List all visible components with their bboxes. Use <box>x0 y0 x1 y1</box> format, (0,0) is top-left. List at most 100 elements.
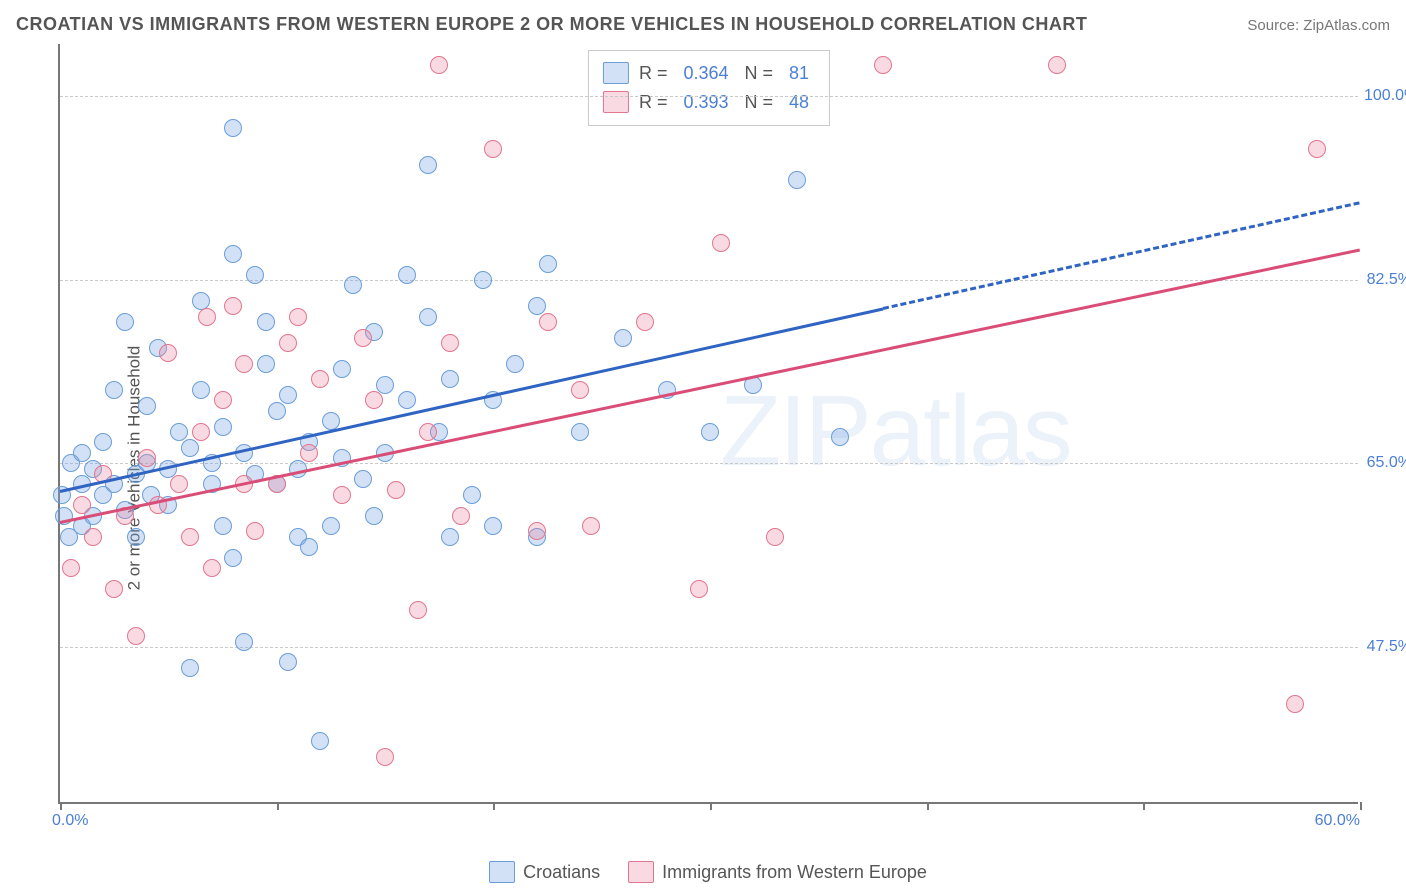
scatter-point <box>105 580 123 598</box>
y-tick-label: 65.0% <box>1364 454 1406 472</box>
scatter-point <box>333 360 351 378</box>
scatter-point <box>452 507 470 525</box>
scatter-point <box>192 423 210 441</box>
trend-line <box>883 201 1360 310</box>
legend-r-label: R = <box>639 88 668 117</box>
x-tick-mark <box>277 802 279 810</box>
scatter-point <box>376 748 394 766</box>
x-tick-label: 0.0% <box>52 812 88 830</box>
scatter-point <box>268 402 286 420</box>
scatter-point <box>614 329 632 347</box>
scatter-point <box>419 423 437 441</box>
scatter-point <box>441 370 459 388</box>
scatter-point <box>690 580 708 598</box>
scatter-point <box>311 732 329 750</box>
scatter-point <box>289 308 307 326</box>
scatter-point <box>1308 140 1326 158</box>
scatter-point <box>279 653 297 671</box>
scatter-point <box>636 313 654 331</box>
scatter-point <box>181 439 199 457</box>
scatter-point <box>831 428 849 446</box>
scatter-point <box>441 528 459 546</box>
x-tick-mark <box>60 802 62 810</box>
scatter-point <box>398 391 416 409</box>
scatter-point <box>116 313 134 331</box>
series-legend-label: Immigrants from Western Europe <box>662 862 927 883</box>
x-tick-mark <box>1360 802 1362 810</box>
scatter-point <box>474 271 492 289</box>
y-gridline <box>60 96 1358 97</box>
scatter-point <box>203 559 221 577</box>
scatter-point <box>300 538 318 556</box>
legend-swatch <box>603 62 629 84</box>
scatter-point <box>224 297 242 315</box>
scatter-point <box>788 171 806 189</box>
scatter-point <box>235 355 253 373</box>
scatter-point <box>257 313 275 331</box>
legend-row: R =0.364N =81 <box>603 59 815 88</box>
scatter-point <box>365 391 383 409</box>
series-legend-item: Croatians <box>489 861 600 883</box>
scatter-point <box>214 391 232 409</box>
scatter-point <box>170 423 188 441</box>
legend-swatch <box>489 861 515 883</box>
scatter-point <box>528 297 546 315</box>
scatter-point <box>138 449 156 467</box>
scatter-point <box>571 381 589 399</box>
series-legend-item: Immigrants from Western Europe <box>628 861 927 883</box>
scatter-point <box>300 444 318 462</box>
scatter-point <box>224 119 242 137</box>
legend-row: R =0.393N =48 <box>603 88 815 117</box>
scatter-point <box>73 444 91 462</box>
scatter-point <box>398 266 416 284</box>
scatter-point <box>311 370 329 388</box>
scatter-point <box>127 528 145 546</box>
scatter-point <box>874 56 892 74</box>
scatter-point <box>84 528 102 546</box>
scatter-point <box>506 355 524 373</box>
y-tick-label: 82.5% <box>1364 271 1406 289</box>
scatter-point <box>246 266 264 284</box>
scatter-point <box>712 234 730 252</box>
scatter-point <box>344 276 362 294</box>
scatter-point <box>181 659 199 677</box>
y-gridline <box>60 647 1358 648</box>
scatter-point <box>322 517 340 535</box>
x-tick-mark <box>710 802 712 810</box>
scatter-point <box>528 522 546 540</box>
scatter-point <box>279 386 297 404</box>
x-tick-label: 60.0% <box>1315 812 1360 830</box>
source-prefix: Source: <box>1247 17 1303 34</box>
scatter-point <box>62 559 80 577</box>
legend-n-label: N = <box>745 59 774 88</box>
scatter-point <box>387 481 405 499</box>
scatter-point <box>419 156 437 174</box>
scatter-point <box>127 627 145 645</box>
scatter-point <box>365 507 383 525</box>
scatter-point <box>484 517 502 535</box>
plot-area: ZIPatlas R =0.364N =81R =0.393N =48 47.5… <box>58 44 1358 804</box>
scatter-point <box>105 381 123 399</box>
y-tick-label: 47.5% <box>1364 638 1406 656</box>
x-tick-mark <box>493 802 495 810</box>
watermark: ZIPatlas <box>720 374 1071 489</box>
series-legend-label: Croatians <box>523 862 600 883</box>
scatter-point <box>376 376 394 394</box>
scatter-point <box>279 334 297 352</box>
chart-title: CROATIAN VS IMMIGRANTS FROM WESTERN EURO… <box>16 14 1087 35</box>
scatter-point <box>571 423 589 441</box>
x-tick-mark <box>927 802 929 810</box>
scatter-point <box>224 245 242 263</box>
scatter-point <box>701 423 719 441</box>
scatter-point <box>766 528 784 546</box>
legend-n-value: 48 <box>789 88 809 117</box>
scatter-point <box>539 313 557 331</box>
scatter-point <box>159 344 177 362</box>
y-tick-label: 100.0% <box>1364 87 1406 105</box>
scatter-point <box>582 517 600 535</box>
scatter-point <box>354 470 372 488</box>
source-link[interactable]: ZipAtlas.com <box>1303 17 1390 34</box>
trend-line <box>60 248 1361 523</box>
scatter-point <box>235 633 253 651</box>
scatter-point <box>170 475 188 493</box>
